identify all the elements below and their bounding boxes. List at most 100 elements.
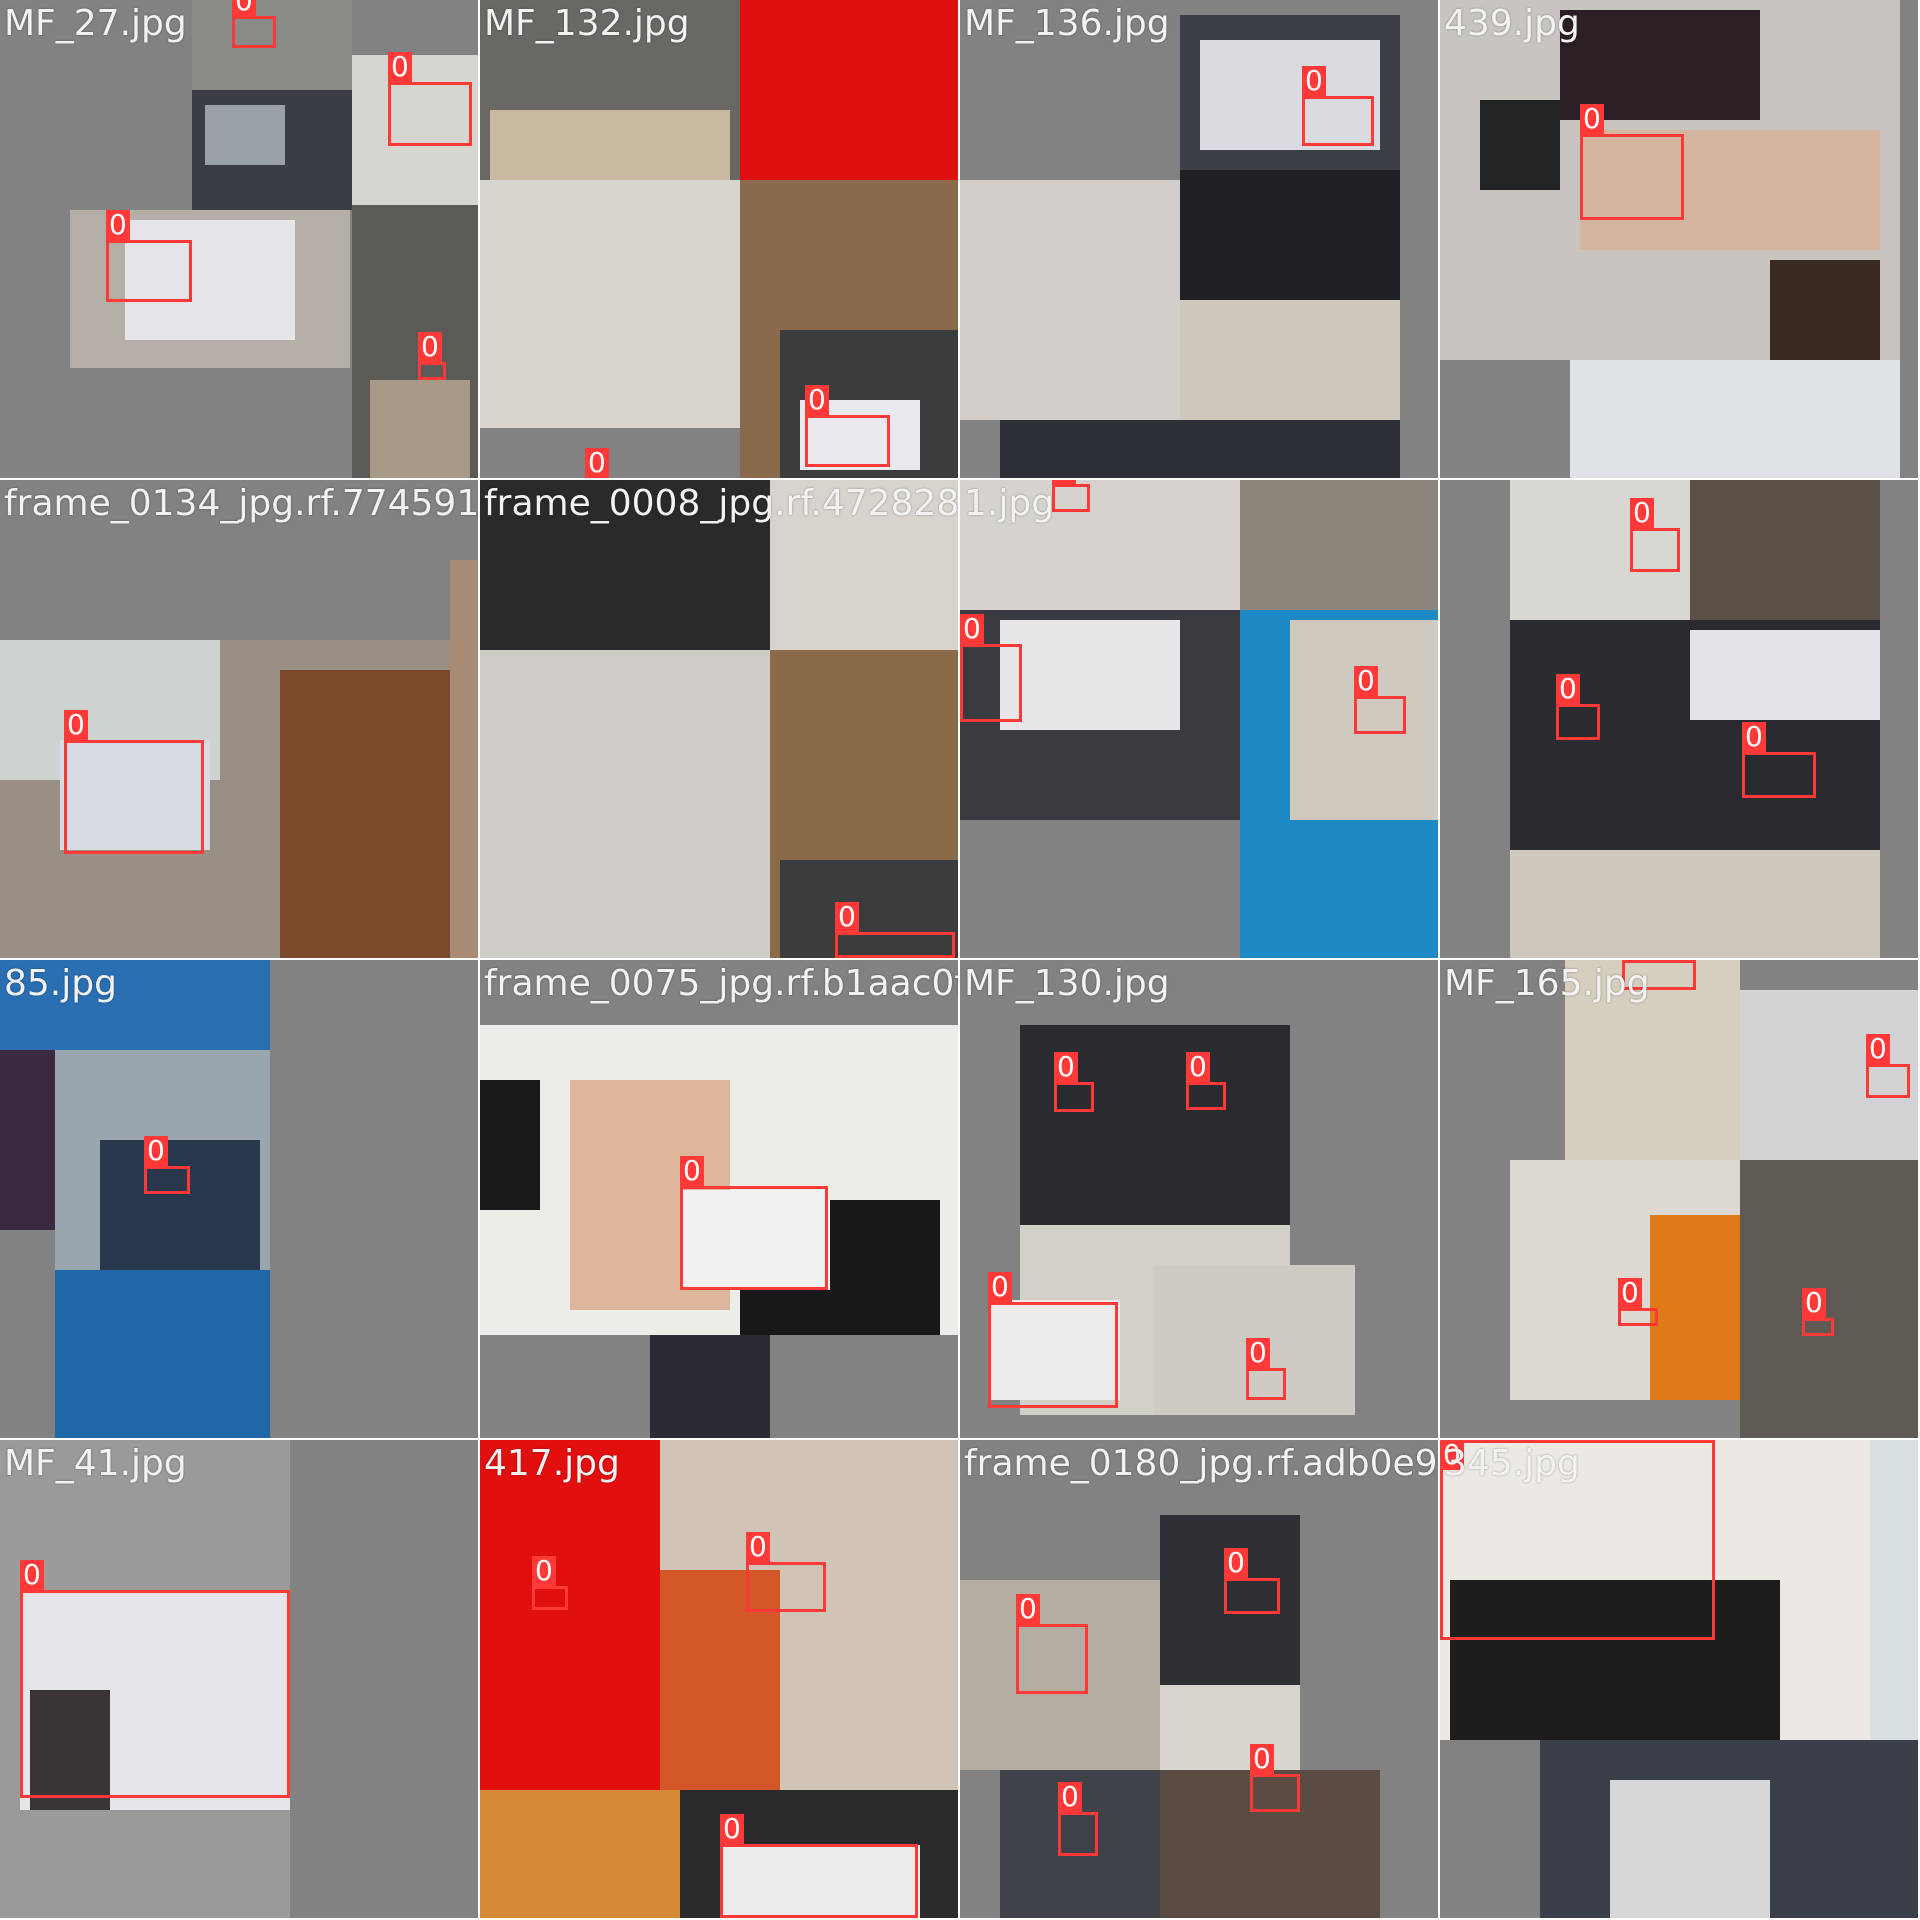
class-label: 0 — [1580, 104, 1604, 134]
tile-mf-130: 0 0 0 0 MF_130.jpg — [960, 960, 1438, 1438]
tile-frame-mixed: 0 frame_0008_jpg.rf.472828c621940de99248 — [480, 480, 958, 958]
tile-filename: frame_0075_jpg.rf.b1aac0fc2f0830093bcd — [484, 963, 958, 1004]
detection-box: 0 — [988, 1272, 1118, 1408]
class-label: 0 — [585, 448, 609, 478]
tile-85: 0 85.jpg — [0, 960, 478, 1438]
tile-filename: 345.jpg — [1444, 1443, 1580, 1484]
detection-box: 0 — [1354, 666, 1406, 734]
class-label: 0 — [532, 1556, 556, 1586]
tile-filename: frame_0008_jpg.rf.472828c621940de99248 — [484, 483, 958, 524]
detection-box: 0 — [144, 1136, 190, 1194]
tile-frame-0008: 0 0 0 1.jpg — [960, 480, 1438, 958]
class-label: 0 — [1054, 1052, 1078, 1082]
detection-box: 0 — [64, 710, 204, 854]
class-label: 0 — [720, 1814, 744, 1844]
tile-mf-41: 0 MF_41.jpg — [0, 1440, 478, 1918]
tile-mf-27: 0 0 0 0 MF_27.jpg — [0, 0, 478, 478]
class-label: 0 — [20, 1560, 44, 1590]
class-label: 0 — [1618, 1278, 1642, 1308]
class-label: 0 — [64, 710, 88, 740]
tile-filename: MF_41.jpg — [4, 1443, 187, 1484]
detection-box: 0 — [680, 1156, 828, 1290]
tile-frame-0134: 0 frame_0134_jpg.rf.774591c8368fbca0733e… — [0, 480, 478, 958]
class-label: 0 — [106, 210, 130, 240]
detection-box: 0 — [805, 385, 890, 467]
detection-box: 0 — [1580, 104, 1684, 220]
tile-filename: 417.jpg — [484, 1443, 620, 1484]
class-label: 0 — [1440, 1440, 1464, 1470]
tile-filename: frame_0134_jpg.rf.774591c8368fbca0733ef — [4, 483, 478, 524]
tile-mf-165: 0 0 0 0 MF_165.jpg — [1440, 960, 1918, 1438]
tile-417: 0 0 0 417.jpg — [480, 1440, 958, 1918]
tile-mf-136: 0 MF_136.jpg — [960, 0, 1438, 478]
class-label: 0 — [1246, 1338, 1270, 1368]
class-label: 0 — [1224, 1548, 1248, 1578]
class-label: 0 — [1016, 1594, 1040, 1624]
detection-box: 0 — [1556, 674, 1600, 740]
class-label: 0 — [1186, 1052, 1210, 1082]
detection-box: 0 — [1186, 1052, 1226, 1110]
detection-box: 0 — [1618, 1278, 1658, 1326]
tile-filename: MF_136.jpg — [964, 3, 1170, 44]
detection-box: 0 — [1630, 498, 1680, 572]
detection-box: 0 — [1054, 1052, 1094, 1112]
class-label: 0 — [1058, 1782, 1082, 1812]
class-label: 0 — [418, 332, 442, 362]
class-label: 0 — [1866, 1034, 1890, 1064]
class-label: 0 — [746, 1532, 770, 1562]
detection-box: 0 — [232, 0, 276, 48]
detection-box: 0 — [960, 614, 1022, 722]
tile-filename: 439.jpg — [1444, 3, 1580, 44]
detection-box: 0 — [1622, 960, 1696, 990]
tile-filename: MF_130.jpg — [964, 963, 1170, 1004]
detection-box: 0 — [1440, 1440, 1715, 1640]
detection-box: 0 — [20, 1560, 290, 1798]
tile-filename: MF_165.jpg — [1444, 963, 1650, 1004]
detection-box: 0 — [1058, 1782, 1098, 1856]
detection-box: 0 — [1742, 722, 1816, 798]
class-label: 0 — [960, 614, 984, 644]
class-label: 0 — [1354, 666, 1378, 696]
class-label: 0 — [988, 1272, 1012, 1302]
tile-439: 0 439.jpg — [1440, 0, 1918, 478]
tile-filename: MF_132.jpg — [484, 3, 690, 44]
detection-box: 0 — [720, 1814, 918, 1918]
tile-mf-132: 0 0 MF_132.jpg — [480, 0, 958, 478]
class-label: 0 — [805, 385, 829, 415]
class-label: 0 — [1302, 66, 1326, 96]
class-label: 0 — [1250, 1744, 1274, 1774]
detection-box: 0 — [532, 1556, 568, 1610]
detection-box: 0 — [1866, 1034, 1910, 1098]
detection-box: 0 — [746, 1532, 826, 1612]
tile-frame-0180: 0 0 0 0 frame_0180_jpg.rf.adb0e90f — [960, 1440, 1438, 1918]
class-label: 0 — [1052, 480, 1076, 484]
detection-box: 0 — [1302, 66, 1374, 146]
class-label: 0 — [1556, 674, 1580, 704]
detection-box: 0 — [835, 902, 955, 958]
detection-box: 0 — [418, 332, 446, 380]
tile-filename: frame_0180_jpg.rf.adb0e90f — [964, 1443, 1438, 1484]
tile-filename: MF_27.jpg — [4, 3, 187, 44]
class-label: 0 — [1742, 722, 1766, 752]
detection-box: 0 — [1802, 1288, 1834, 1336]
tile-filename: 1.jpg — [964, 483, 1055, 524]
detection-box: 0 — [388, 52, 472, 146]
detection-box: 0 — [1224, 1548, 1280, 1614]
class-label: 0 — [144, 1136, 168, 1166]
class-label: 0 — [232, 0, 256, 16]
class-label: 0 — [1630, 498, 1654, 528]
detection-box: 0 — [1016, 1594, 1088, 1694]
class-label: 0 — [388, 52, 412, 82]
tile-345: 0 345.jpg — [1440, 1440, 1918, 1918]
detection-box: 0 — [106, 210, 192, 302]
class-label: 0 — [680, 1156, 704, 1186]
detection-box: 0 — [1052, 480, 1090, 512]
tile-filename: 85.jpg — [4, 963, 117, 1004]
class-label: 0 — [1802, 1288, 1826, 1318]
class-label: 0 — [835, 902, 859, 932]
detection-box: 0 — [1250, 1744, 1300, 1812]
tile-laptops: 0 0 0 — [1440, 480, 1918, 958]
detection-box: 0 — [1246, 1338, 1286, 1400]
tile-frame-0075: 0 frame_0075_jpg.rf.b1aac0fc2f0830093bcd — [480, 960, 958, 1438]
